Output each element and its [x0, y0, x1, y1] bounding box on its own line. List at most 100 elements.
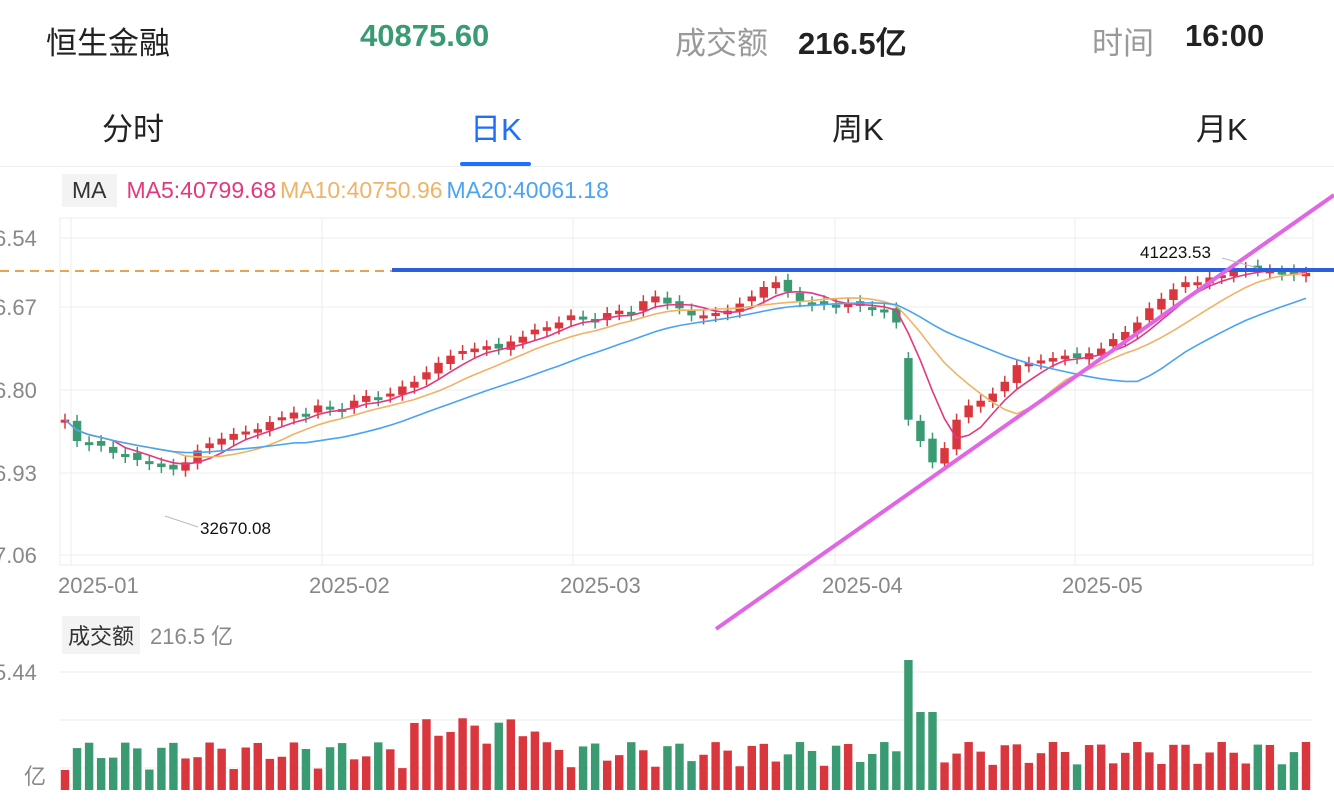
volume-bar [542, 742, 552, 790]
volume-bar [940, 762, 949, 790]
volume-bar [795, 742, 805, 790]
candle-body [157, 463, 166, 468]
candle-body [940, 448, 949, 464]
volume-bar [627, 742, 636, 790]
volume-bar [434, 735, 443, 790]
volume-bar [1109, 763, 1118, 790]
ma5-line [64, 269, 1307, 466]
volume-bar [615, 755, 624, 790]
volume-bar [72, 748, 82, 790]
candle-body [699, 315, 708, 319]
candle-body [880, 309, 889, 313]
price-tick-label: 6.54 [0, 226, 37, 251]
candle-body [349, 400, 359, 408]
high-leader [1221, 257, 1259, 269]
candle-body [145, 461, 154, 465]
volume-bar [602, 760, 612, 790]
candle-body [843, 303, 853, 308]
volume-bar [60, 770, 70, 790]
volume-bar [711, 742, 720, 790]
candle-body [410, 381, 419, 388]
tab-weekly-k[interactable]: 周K [832, 112, 884, 147]
volume-bar [1193, 763, 1202, 790]
volume-bar [952, 753, 961, 790]
volume-bar [470, 725, 479, 790]
candle-body [988, 393, 997, 402]
volume-bar [880, 742, 889, 790]
volume-bar [566, 767, 576, 790]
volume-bar [1217, 742, 1226, 790]
volume-bar [217, 748, 226, 790]
price-axis: 6.54 6.67 6.80 6.93 7.06 [0, 226, 37, 568]
volume-bar [277, 756, 287, 790]
volume-bar [133, 748, 142, 790]
volume-bar [1181, 744, 1190, 790]
candle-body [1289, 270, 1299, 276]
candle-body [663, 297, 672, 304]
candle-body [554, 322, 564, 329]
volume-bar [410, 722, 419, 790]
candle-body [422, 372, 431, 380]
volume-tag[interactable]: 成交额 [62, 616, 141, 654]
candle-body [807, 302, 817, 306]
volume-legend: 成交额 216.5 亿 [62, 616, 234, 654]
candle-body [217, 438, 226, 445]
candle-body [964, 405, 973, 418]
volume-bar [843, 744, 853, 790]
trend-line [714, 193, 1334, 631]
candle-body [277, 417, 287, 421]
volume-value: 216.5 亿 [150, 624, 234, 649]
volume-bar [675, 743, 684, 790]
volume-bar [398, 768, 407, 790]
candle-body [1181, 282, 1190, 287]
volume-bar [1277, 764, 1287, 790]
period-tabs: 分时 日K 周K 月K [0, 92, 1334, 167]
candle-body [374, 397, 383, 401]
candle-body [1096, 348, 1106, 355]
drawn-lines [0, 193, 1334, 631]
candle-body [1000, 381, 1010, 392]
price-tick-label: 7.06 [0, 543, 37, 568]
volume-bar [1000, 745, 1010, 790]
volume-bar [241, 747, 250, 790]
candle-body [494, 343, 503, 349]
candle-body [1012, 365, 1022, 383]
candle-body [289, 412, 299, 419]
volume-bar [771, 761, 781, 790]
low-leader [164, 515, 199, 528]
volume-bar [976, 751, 985, 790]
tab-monthly-k[interactable]: 月K [1196, 112, 1248, 147]
volume-bar [506, 719, 516, 790]
candle-body [470, 348, 479, 353]
volume-bar [590, 743, 600, 790]
volume-bar [868, 753, 877, 790]
volume-bar [253, 742, 262, 790]
candle-body [96, 441, 106, 446]
volume-bar [337, 743, 347, 790]
candle-body [1301, 272, 1311, 277]
volume-bar [747, 745, 756, 790]
volume-bar [157, 747, 166, 790]
price-tick-label: 6.67 [0, 295, 37, 320]
ma20-value: MA20:40061.18 [446, 176, 609, 203]
price-tick-label: 6.93 [0, 461, 37, 486]
candle-body [1060, 355, 1070, 360]
volume-bar [96, 758, 106, 790]
volume-bar [205, 742, 214, 790]
tab-intraday[interactable]: 分时 [102, 112, 164, 147]
ma-tag[interactable]: MA [62, 173, 117, 207]
volume-bar [759, 743, 769, 790]
candle-body [1157, 298, 1166, 310]
volume-bar [1145, 752, 1154, 790]
volume-bar [831, 745, 841, 790]
volume-bar [361, 756, 371, 790]
candle-body [1169, 289, 1178, 300]
tab-daily-k[interactable]: 日K [470, 112, 522, 147]
index-name: 恒生金融 [46, 26, 170, 61]
candle-body [301, 413, 311, 417]
candle-body [530, 329, 540, 335]
volume-bar [494, 722, 503, 790]
date-tick-label: 2025-01 [58, 573, 139, 598]
volume-bar [458, 718, 467, 790]
